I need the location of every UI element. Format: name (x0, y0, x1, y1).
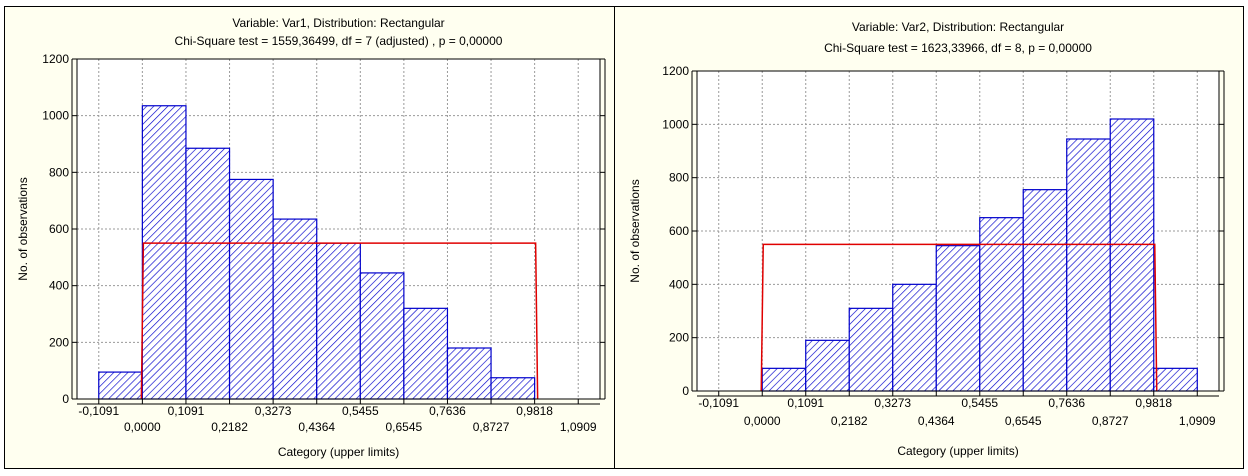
chart-panel-var2: Variable: Var2, Distribution: Rectangula… (614, 6, 1244, 469)
chart-title: Variable: Var2, Distribution: Rectangula… (852, 20, 1064, 34)
x-tick-label: 0,0000 (124, 420, 161, 434)
histogram-bar (1109, 118, 1155, 392)
histogram-bar (1022, 189, 1068, 392)
x-axis-label: Category (upper limits) (897, 444, 1018, 458)
x-tick-label: 0,8727 (473, 420, 510, 434)
histogram-bar (141, 105, 187, 400)
x-axis-label: Category (upper limits) (278, 445, 399, 459)
x-tick-label: 0,0000 (744, 414, 781, 428)
x-tick-label: 0,6545 (1005, 414, 1042, 428)
histogram-bar (490, 377, 536, 400)
x-tick-label: 0,2182 (831, 414, 868, 428)
x-tick-label: 0,7636 (1048, 396, 1085, 410)
x-tick-label: 1,0909 (1179, 414, 1216, 428)
y-tick-label: 200 (669, 331, 689, 345)
x-tick-label: -0,1091 (78, 404, 119, 418)
x-tick-label: 0,7636 (429, 404, 466, 418)
histogram-var1: Variable: Var1, Distribution: Rectangula… (16, 16, 606, 459)
y-tick-label: 800 (669, 171, 689, 185)
y-tick-label: 1000 (42, 109, 69, 123)
chart-panel-var1: Variable: Var1, Distribution: Rectangula… (4, 6, 616, 469)
x-tick-label: 0,3273 (874, 396, 911, 410)
histogram-bar (228, 178, 274, 400)
histogram-bar (1066, 138, 1111, 392)
y-tick-label: 0 (682, 384, 689, 398)
y-axis-label: No. of observations (16, 177, 30, 280)
y-tick-label: 0 (62, 392, 69, 406)
y-tick-label: 600 (49, 222, 69, 236)
y-axis-label: No. of observations (628, 179, 642, 282)
histogram-var2: Variable: Var2, Distribution: Rectangula… (628, 20, 1225, 458)
histogram-bar (1153, 367, 1198, 392)
x-tick-label: 0,5455 (342, 404, 379, 418)
histogram-bar (359, 272, 405, 400)
histogram-bar (316, 242, 361, 400)
chart-title: Variable: Var1, Distribution: Rectangula… (232, 16, 444, 30)
y-tick-label: 800 (49, 165, 69, 179)
histogram-bar (761, 367, 807, 392)
x-tick-label: 0,1091 (787, 396, 824, 410)
x-tick-label: -0,1091 (698, 396, 739, 410)
histogram-bar (403, 307, 449, 400)
chart-subtitle: Chi-Square test = 1559,36499, df = 7 (ad… (175, 34, 503, 48)
y-tick-label: 1200 (42, 52, 69, 66)
histogram-bar (892, 283, 937, 392)
y-tick-label: 400 (49, 279, 69, 293)
y-tick-label: 1000 (662, 117, 689, 131)
x-tick-label: 0,9818 (1135, 396, 1172, 410)
x-tick-label: 0,8727 (1092, 414, 1129, 428)
y-tick-label: 1200 (662, 64, 689, 78)
histogram-bar (446, 347, 492, 400)
y-tick-label: 400 (669, 277, 689, 291)
histogram-bar (805, 339, 850, 392)
x-tick-label: 1,0909 (560, 420, 597, 434)
y-tick-label: 600 (669, 224, 689, 238)
chart-subtitle: Chi-Square test = 1623,33966, df = 8, p … (824, 41, 1092, 55)
histogram-bar (848, 307, 894, 392)
x-tick-label: 0,4364 (298, 420, 335, 434)
x-tick-label: 0,3273 (255, 404, 292, 418)
x-tick-label: 0,6545 (386, 420, 423, 434)
expected-distribution-line (140, 242, 539, 400)
x-tick-label: 0,4364 (918, 414, 955, 428)
x-tick-label: 0,2182 (211, 420, 248, 434)
histogram-bar (272, 218, 318, 400)
x-tick-label: 0,5455 (961, 396, 998, 410)
x-tick-label: 0,1091 (168, 404, 205, 418)
histogram-bar (98, 371, 143, 400)
x-tick-label: 0,9818 (516, 404, 553, 418)
histogram-bar (185, 147, 231, 400)
y-tick-label: 200 (49, 335, 69, 349)
expected-distribution-line (760, 243, 1158, 392)
histogram-bar (935, 245, 981, 392)
